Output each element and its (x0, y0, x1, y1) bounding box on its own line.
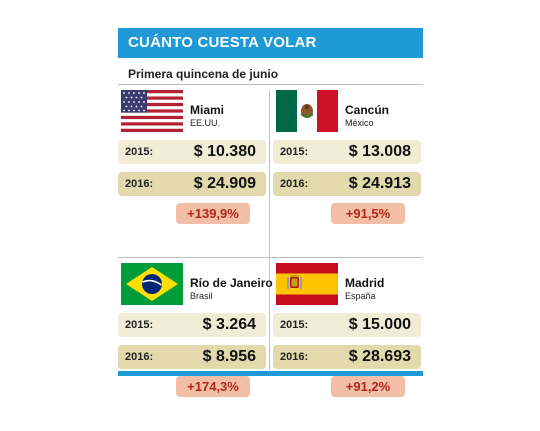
change-badge: +91,5% (331, 203, 405, 224)
year-label: 2015: (125, 319, 154, 331)
price-2016: $ 28.693 (348, 348, 411, 365)
city-name: Madrid (345, 276, 385, 290)
year-label: 2016: (280, 178, 309, 190)
price-2015: $ 10.380 (193, 143, 256, 160)
city-name: Miami (190, 103, 225, 117)
destination-card-madrid: Madrid España 2015: $ 15.000 2016: $ 28.… (273, 261, 423, 431)
price-row-2016: 2016: $ 8.956 (118, 345, 266, 369)
country-name: México (345, 118, 374, 128)
subtitle: Primera quincena de junio (128, 67, 279, 81)
change-value: +91,2% (345, 379, 391, 394)
price-row-2015: 2015: $ 10.380 (118, 140, 266, 164)
country-name: España (345, 291, 376, 301)
price-row-2016: 2016: $ 28.693 (273, 345, 421, 369)
infographic: CUÁNTO CUESTA VOLAR Primera quincena de … (118, 28, 423, 397)
price-2016: $ 24.913 (348, 175, 411, 192)
destination-card-rio: Río de Janeiro Brasil 2015: $ 3.264 2016… (118, 261, 273, 431)
city-name: Río de Janeiro (190, 276, 273, 290)
usa-flag-icon (121, 90, 183, 132)
page-title: CUÁNTO CUESTA VOLAR (128, 34, 317, 51)
destination-card-cancun: Cancún México 2015: $ 13.008 2016: $ 24.… (273, 88, 423, 258)
mexico-flag-icon (276, 90, 338, 132)
spain-flag-icon (276, 263, 338, 305)
year-label: 2015: (280, 146, 309, 158)
destination-card-miami: Miami EE.UU. 2015: $ 10.380 2016: $ 24.9… (118, 88, 268, 258)
price-2016: $ 24.909 (193, 175, 256, 192)
price-2015: $ 13.008 (348, 143, 411, 160)
bottom-rule (118, 371, 423, 376)
year-label: 2015: (125, 146, 154, 158)
year-label: 2015: (280, 319, 309, 331)
divider (269, 90, 270, 370)
change-badge: +91,2% (331, 376, 405, 397)
year-label: 2016: (125, 178, 154, 190)
price-2015: $ 3.264 (202, 316, 256, 333)
price-row-2015: 2015: $ 13.008 (273, 140, 421, 164)
price-row-2016: 2016: $ 24.909 (118, 172, 266, 196)
change-value: +91,5% (345, 206, 391, 221)
country-name: Brasil (190, 291, 213, 301)
change-badge: +174,3% (176, 376, 250, 397)
change-value: +139,9% (187, 206, 239, 221)
country-name: EE.UU. (190, 118, 221, 128)
price-row-2015: 2015: $ 3.264 (118, 313, 266, 337)
change-badge: +139,9% (176, 203, 250, 224)
city-name: Cancún (345, 103, 390, 117)
price-row-2016: 2016: $ 24.913 (273, 172, 421, 196)
change-value: +174,3% (187, 379, 239, 394)
brazil-flag-icon (121, 263, 183, 305)
divider (118, 84, 423, 85)
divider (118, 257, 423, 258)
price-row-2015: 2015: $ 15.000 (273, 313, 421, 337)
price-2015: $ 15.000 (348, 316, 411, 333)
header-bar: CUÁNTO CUESTA VOLAR (118, 28, 423, 58)
price-2016: $ 8.956 (202, 348, 256, 365)
year-label: 2016: (280, 351, 309, 363)
year-label: 2016: (125, 351, 154, 363)
